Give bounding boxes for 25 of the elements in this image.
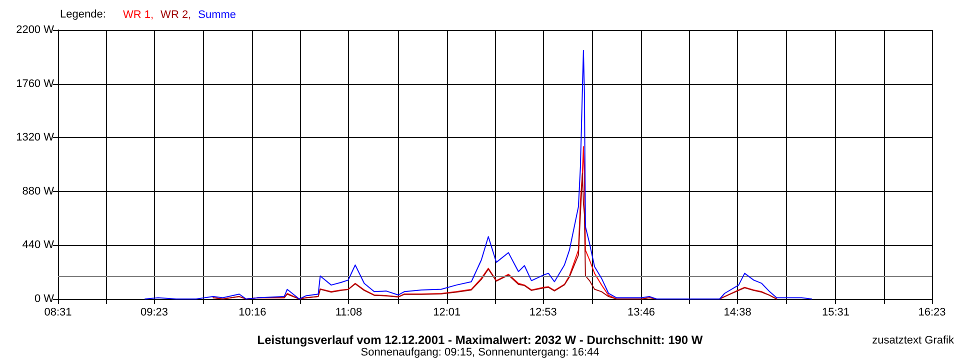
- y-tick-label: 0 W: [34, 293, 55, 305]
- x-tick-label: 11:08: [335, 306, 362, 318]
- text: Summe: [198, 9, 236, 21]
- x-tick-label: 12:53: [529, 306, 557, 318]
- line-series: [212, 172, 778, 300]
- x-tick-label: 15:31: [822, 306, 850, 318]
- y-tick-label: 1760 W: [16, 78, 55, 90]
- x-tick-label: 16:23: [918, 306, 946, 318]
- x-tick-label: 10:16: [238, 306, 266, 318]
- text: Sonnenaufgang: 09:15, Sonnenuntergang: 16:44: [360, 346, 600, 358]
- x-tick-label: 12:01: [433, 306, 461, 318]
- text: zusatztext Grafik: [872, 334, 954, 346]
- legend-title: Legende:: [60, 8, 106, 20]
- x-tick-label: 09:23: [140, 306, 168, 318]
- line-series: [144, 50, 812, 300]
- x-tick-label: 13:46: [628, 306, 656, 318]
- x-tick-label: 14:38: [724, 306, 752, 318]
- text: WR 2,: [160, 9, 192, 21]
- y-tick-label: 2200 W: [16, 24, 55, 36]
- y-tick-label: 1320 W: [16, 132, 55, 144]
- text: Leistungsverlauf vom 12.12.2001 - Maximalwert: 2032 W - Durchschnitt: 190 W: [257, 333, 704, 347]
- text: WR 1,: [123, 9, 154, 21]
- y-tick-label: 880 W: [22, 185, 55, 198]
- y-tick-label: 440 W: [22, 239, 55, 252]
- x-tick-label: 08:31: [44, 306, 72, 318]
